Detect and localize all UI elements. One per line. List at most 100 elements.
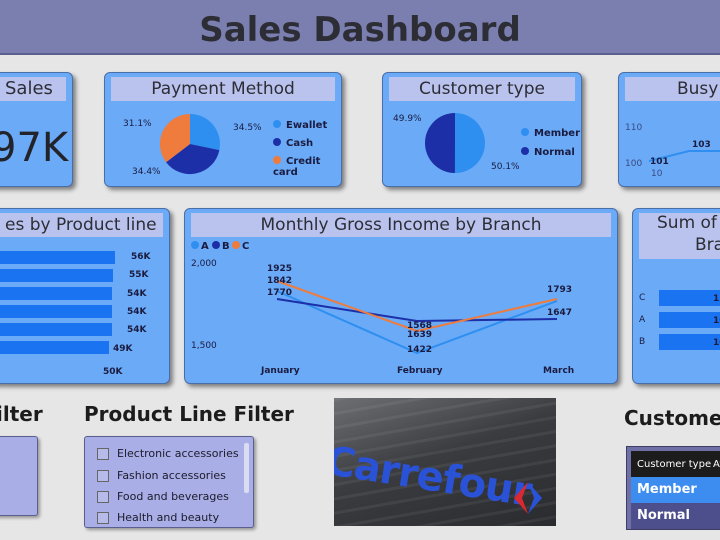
pie-label-ewallet: 34.5% <box>233 123 262 133</box>
checkbox-icon <box>97 470 109 482</box>
table-row: Normal <box>631 503 720 529</box>
monthly-line-chart <box>276 280 558 355</box>
bar-label-4: 54K <box>127 307 147 317</box>
product-line-card[interactable]: es by Product line 56K 55K 54K 54K 54K 4… <box>0 208 170 384</box>
axis-label-50k: 50K <box>103 367 123 377</box>
bar-label-3: 54K <box>127 289 147 299</box>
row-normal: Normal <box>637 508 690 523</box>
bar-label-1: 56K <box>131 252 151 262</box>
legend-cash: Cash <box>273 138 313 149</box>
slicer-item-electronic[interactable]: Electronic accessories <box>97 447 239 460</box>
product-line-title: es by Product line <box>0 213 163 237</box>
legend-branch-b: B <box>212 241 230 252</box>
bar-2 <box>0 269 113 282</box>
x-tick-march: March <box>543 366 575 376</box>
payment-method-title: Payment Method <box>111 77 335 101</box>
pie-slice-ewallet <box>190 114 220 151</box>
sum-by-branch-title-line2: Bra <box>695 235 720 255</box>
point-label-1647: 1647 <box>547 308 573 318</box>
busy-label-103: 103 <box>692 140 711 150</box>
left-filter-slicer[interactable] <box>0 436 38 516</box>
pie-label-cash: 34.4% <box>132 167 161 177</box>
payment-pie <box>159 113 220 175</box>
customer-table-title: Custome <box>624 406 720 430</box>
bar-5 <box>0 323 112 336</box>
bar-label-6: 49K <box>113 344 133 354</box>
total-sales-title: Sales <box>0 77 66 101</box>
bar-6 <box>0 341 109 354</box>
monthly-income-title: Monthly Gross Income by Branch <box>191 213 611 237</box>
sum-by-branch-card[interactable]: Sum of Bra C A B 11 10 10 <box>632 208 720 384</box>
legend-member: Member <box>521 128 580 139</box>
checkbox-icon <box>97 512 109 524</box>
y-tick-1500: 1,500 <box>191 341 217 351</box>
point-label-1568: 1568 <box>407 321 433 331</box>
dashboard-banner: Sales Dashboard <box>0 0 720 55</box>
sum-by-branch-title-bg <box>639 213 720 259</box>
x-tick-february: February <box>397 366 443 376</box>
legend-ewallet: Ewallet <box>273 120 327 131</box>
branch-val-c: 11 <box>713 294 720 304</box>
left-filter-title: ilter <box>0 402 43 426</box>
pie-label-credit-card: 31.1% <box>123 119 152 129</box>
series-line-b <box>276 298 558 323</box>
customer-table: Customer type Av Member Normal <box>626 446 720 530</box>
busy-title: Busy <box>625 77 720 101</box>
slicer-item-fashion[interactable]: Fashion accessories <box>97 469 226 482</box>
slicer-scrollbar[interactable] <box>244 443 249 493</box>
branch-bar-c <box>659 290 720 306</box>
busy-card[interactable]: Busy 110 100 10 101 103 <box>618 72 720 187</box>
point-label-1925: 1925 <box>267 264 293 274</box>
point-label-1639: 1639 <box>407 330 433 340</box>
branch-bar-a <box>659 312 720 328</box>
legend-branch-c: C <box>232 241 249 252</box>
series-line-a <box>276 290 558 355</box>
product-line-slicer: Electronic accessories Fashion accessori… <box>84 436 254 528</box>
busy-tick-110: 110 <box>625 123 643 133</box>
series-line-c <box>276 280 558 333</box>
table-row: Member <box>631 477 720 503</box>
pie-label-member: 49.9% <box>393 114 422 124</box>
branch-val-a: 10 <box>713 316 720 326</box>
payment-method-card[interactable]: Payment Method 34.5% 34.4% 31.1% Ewallet… <box>104 72 342 187</box>
busy-line <box>649 150 720 162</box>
carrefour-photo: Carrefour <box>334 398 556 526</box>
branch-val-b: 10 <box>713 338 720 348</box>
customer-type-pie <box>424 113 485 173</box>
bar-1 <box>0 251 115 264</box>
point-label-1842: 1842 <box>267 276 293 286</box>
header-customer-type[interactable]: Customer type <box>637 459 712 470</box>
legend-credit-card: Credit card <box>273 156 321 178</box>
slicer-item-health[interactable]: Health and beauty <box>97 511 219 524</box>
busy-tick-100: 100 <box>625 159 643 169</box>
legend-normal: Normal <box>521 147 575 158</box>
bar-label-2: 55K <box>129 270 149 280</box>
bar-4 <box>0 305 112 318</box>
sum-by-branch-title: Sum of <box>657 213 717 233</box>
busy-tick-10: 10 <box>651 169 663 179</box>
customer-table-header: Customer type Av <box>631 451 720 477</box>
customer-type-title: Customer type <box>389 77 575 101</box>
customer-type-card[interactable]: Customer type 49.9% 50.1% Member Normal <box>382 72 582 187</box>
branch-cat-b: B <box>639 337 646 347</box>
branch-bar-b <box>659 334 720 350</box>
legend-branch-a: A <box>191 241 209 252</box>
y-tick-2000: 2,000 <box>191 259 217 269</box>
point-label-1770: 1770 <box>267 288 293 298</box>
checkbox-icon <box>97 448 109 460</box>
monthly-income-card[interactable]: Monthly Gross Income by Branch A B C 2,0… <box>184 208 618 384</box>
pie-label-normal: 50.1% <box>491 162 520 172</box>
pie-slice-member <box>424 113 455 173</box>
slicer-item-food[interactable]: Food and beverages <box>97 490 229 503</box>
page-title: Sales Dashboard <box>199 10 521 50</box>
total-sales-card[interactable]: Sales 97K <box>0 72 73 187</box>
header-average[interactable]: Av <box>713 459 720 470</box>
busy-label-101: 101 <box>650 157 669 167</box>
branch-cat-c: C <box>639 293 646 303</box>
branch-cat-a: A <box>639 315 646 325</box>
x-tick-january: January <box>261 366 300 376</box>
bar-3 <box>0 287 112 300</box>
point-label-1422: 1422 <box>407 345 433 355</box>
point-label-1793: 1793 <box>547 285 573 295</box>
pie-slice-normal <box>454 113 485 173</box>
